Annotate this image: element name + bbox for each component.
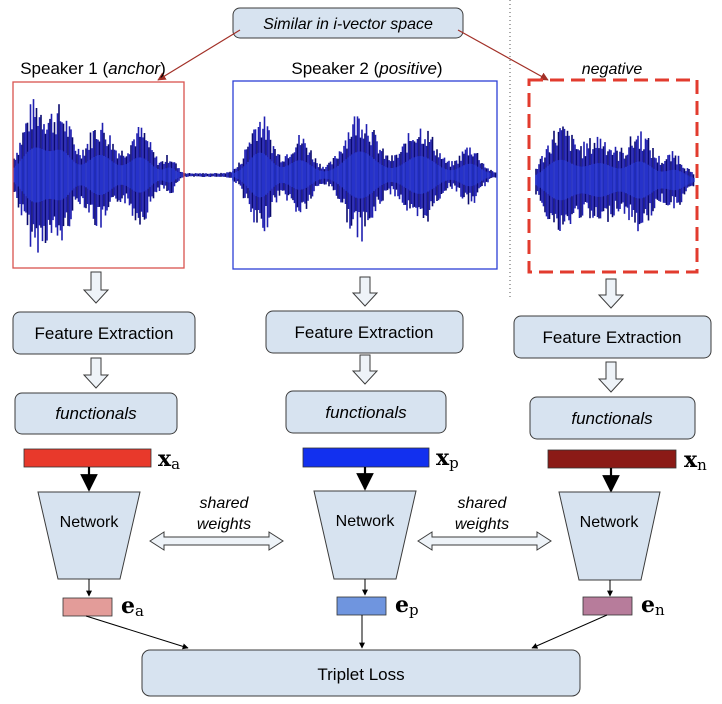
feature-extraction-box-negative xyxy=(513,315,712,359)
feature-extraction-label-negative: Feature Extraction xyxy=(543,328,682,347)
arrow-ea-loss xyxy=(85,615,189,650)
embedding-en xyxy=(582,596,633,616)
down-arrow-positive-wave xyxy=(351,276,379,307)
functionals-label-negative: functionals xyxy=(571,409,653,428)
network-label-anchor: Network xyxy=(60,514,120,531)
speaker-1-header: Speaker 1 (anchor) xyxy=(20,59,166,78)
functionals-box-positive xyxy=(285,390,447,434)
anchor-frame xyxy=(12,81,185,269)
ep-label: ep xyxy=(395,592,419,619)
negative-frame xyxy=(527,78,699,274)
network-anchor xyxy=(37,491,141,580)
i-vector-similarity-box xyxy=(232,7,464,39)
xn-label: xn xyxy=(684,447,707,474)
i-vector-similarity-label: Similar in i-vector space xyxy=(263,16,433,33)
feature-vector-xa xyxy=(23,448,152,468)
feature-vector-xn xyxy=(547,449,677,469)
pointer-arrow-anchor xyxy=(157,29,241,81)
shared-weights-label-2-line1: shared xyxy=(458,495,508,512)
functionals-box-anchor xyxy=(14,392,178,435)
embedding-ea xyxy=(62,597,113,617)
functionals-label-positive: functionals xyxy=(325,403,407,422)
xp-label: xp xyxy=(436,445,459,472)
down-arrow-anchor-feature xyxy=(82,357,110,389)
feature-extraction-label-positive: Feature Extraction xyxy=(295,323,434,342)
speaker-2-header: Speaker 2 (positive) xyxy=(291,59,442,78)
feature-extraction-box-anchor xyxy=(12,311,196,355)
feature-vector-xp xyxy=(302,447,430,468)
down-arrow-anchor-wave xyxy=(82,271,110,304)
triplet-loss-box xyxy=(141,649,581,697)
down-arrow-negative-feature xyxy=(597,361,625,393)
network-label-negative: Network xyxy=(580,514,640,531)
positive-frame xyxy=(232,80,498,270)
shared-weights-arrow-2 xyxy=(417,531,552,551)
shared-weights-label-2-line2: weights xyxy=(455,516,509,533)
shared-weights-label-1-line2: weights xyxy=(197,516,251,533)
down-arrow-negative-wave xyxy=(597,278,625,309)
functionals-label-anchor: functionals xyxy=(55,404,137,423)
triplet-loss-label: Triplet Loss xyxy=(317,665,404,684)
pointer-arrow-negative xyxy=(457,29,549,81)
network-label-positive: Network xyxy=(336,513,396,530)
network-positive xyxy=(313,490,417,580)
feature-extraction-box-positive xyxy=(265,310,464,354)
waveform-anchor-positive xyxy=(13,99,497,253)
network-negative xyxy=(558,491,661,581)
embedding-ep xyxy=(336,596,387,616)
negative-header: negative xyxy=(582,61,643,78)
ea-label: ea xyxy=(121,593,144,620)
waveform-negative xyxy=(535,126,695,232)
functionals-box-negative xyxy=(529,396,696,440)
arrow-en-loss xyxy=(531,614,608,649)
down-arrow-positive-feature xyxy=(351,354,379,385)
shared-weights-label-1-line1: shared xyxy=(200,495,250,512)
feature-extraction-label-anchor: Feature Extraction xyxy=(35,324,174,343)
xa-label: xa xyxy=(158,446,180,473)
en-label: en xyxy=(641,592,665,619)
shared-weights-arrow-1 xyxy=(149,531,284,551)
